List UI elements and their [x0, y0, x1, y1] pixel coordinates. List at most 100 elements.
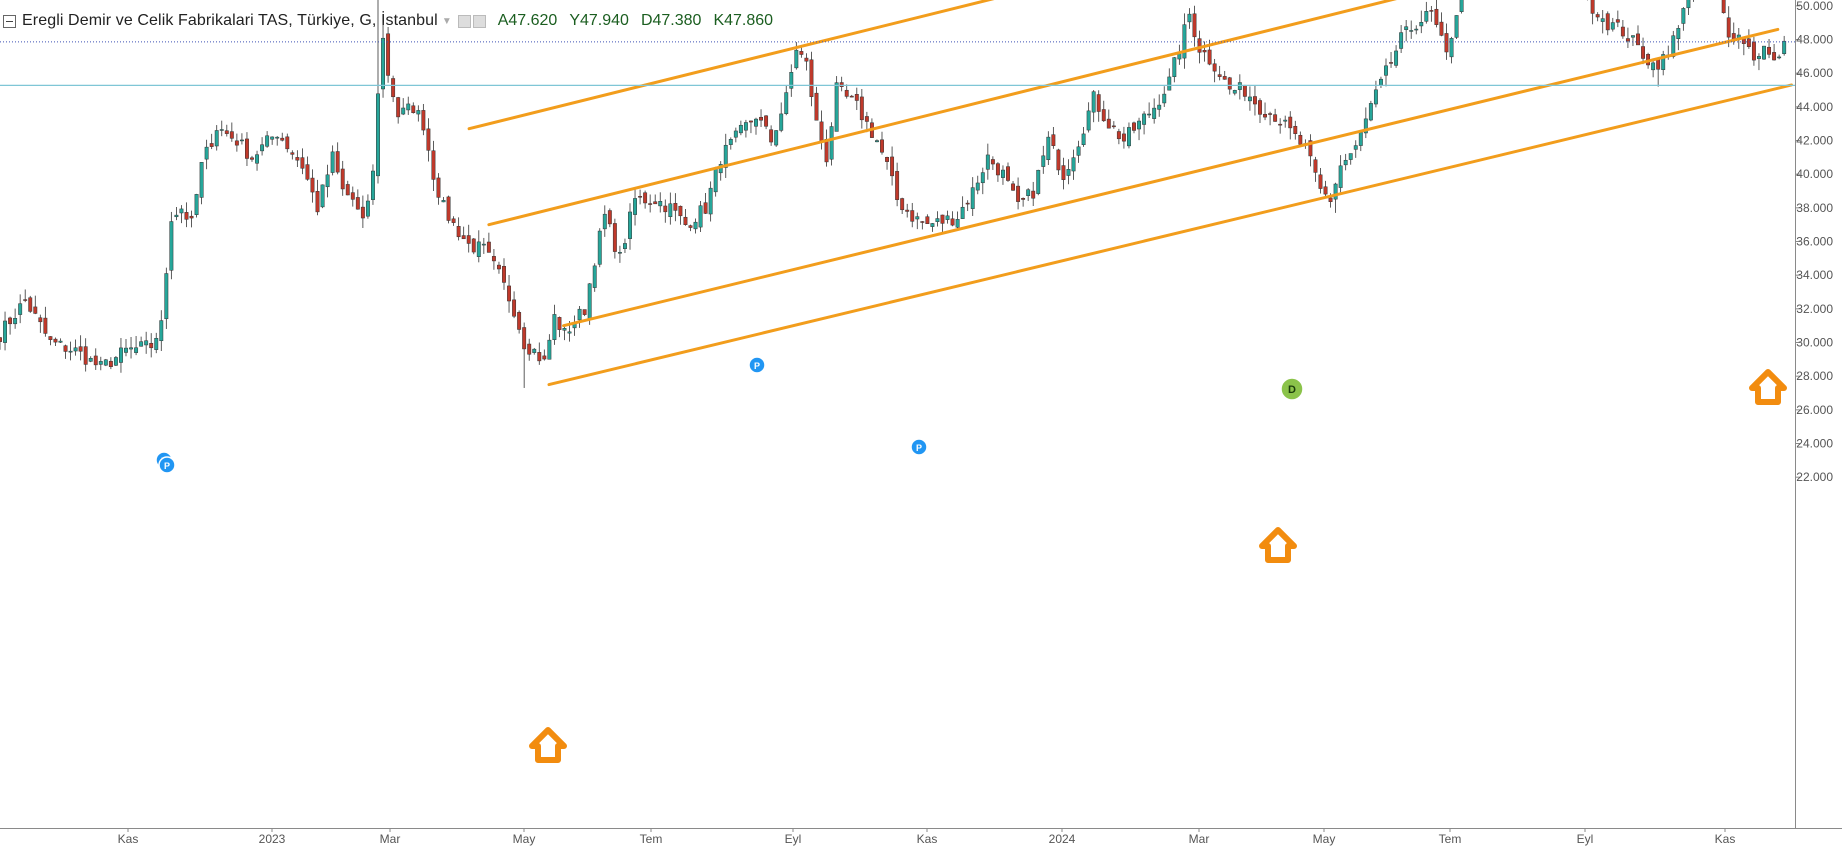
- marker-badge[interactable]: [1280, 377, 1304, 401]
- candle-body: [124, 347, 128, 353]
- candle-body: [1061, 165, 1066, 180]
- candle-body: [708, 187, 713, 215]
- candle-body: [985, 154, 990, 170]
- candle-body: [1777, 56, 1782, 59]
- channel-line[interactable]: [547, 83, 1794, 387]
- candle-body: [804, 57, 809, 62]
- candle-body: [1399, 32, 1404, 49]
- candle-body: [517, 312, 522, 330]
- candle-body: [940, 214, 945, 224]
- candle-body: [638, 196, 643, 198]
- candle-body: [552, 314, 557, 340]
- marker-badge[interactable]: [158, 456, 176, 474]
- candle-body: [1338, 165, 1343, 188]
- candle-body: [184, 212, 189, 220]
- price-axis[interactable]: 22.000 24.000 26.000 28.000 30.000 32.000 34.0…: [1795, 0, 1842, 848]
- candle-body: [1328, 197, 1333, 202]
- candle-body: [728, 138, 733, 145]
- candle-body: [98, 361, 103, 365]
- candle-body: [910, 210, 915, 222]
- candle-body: [466, 235, 471, 244]
- candle-body: [1686, 0, 1691, 9]
- close-icon[interactable]: [472, 14, 486, 28]
- candle-body: [1217, 74, 1222, 77]
- candle-body: [1066, 169, 1071, 176]
- candle-body: [814, 92, 819, 121]
- candle-body: [305, 164, 310, 180]
- candle-body: [8, 317, 13, 325]
- time-axis-bg: [0, 828, 1842, 848]
- candle-body: [1268, 113, 1273, 115]
- x-tick-label: Kas: [118, 832, 139, 846]
- candle-body: [507, 285, 511, 302]
- candle-body: [1681, 8, 1686, 24]
- marker-label: P: [916, 443, 922, 453]
- candle-body: [1071, 157, 1076, 172]
- candle-body: [1121, 133, 1126, 142]
- up-arrow-icon[interactable]: [529, 727, 567, 763]
- candle-body: [1318, 174, 1323, 189]
- candle-body: [401, 107, 406, 115]
- candle-body: [436, 177, 441, 198]
- candle-body: [315, 191, 320, 213]
- candle-body: [1086, 110, 1091, 131]
- trend-channel[interactable]: [467, 0, 1794, 387]
- channel-line[interactable]: [487, 0, 1746, 227]
- y-tick-label: 42.000: [1796, 134, 1833, 148]
- channel-line[interactable]: [467, 0, 1725, 131]
- candle-body: [63, 345, 68, 352]
- candle-body: [229, 131, 234, 139]
- candle-body: [1353, 145, 1358, 150]
- candle-body: [512, 299, 517, 317]
- candle-body: [255, 154, 259, 164]
- candle-body: [1157, 104, 1162, 110]
- candle-body: [643, 192, 648, 204]
- chevron-down-icon[interactable]: ▼: [441, 15, 452, 27]
- candle-body: [1152, 107, 1157, 119]
- candle-body: [3, 320, 7, 343]
- candle-body: [391, 78, 396, 98]
- candle-body: [1373, 89, 1378, 105]
- settings-icon[interactable]: [457, 14, 471, 28]
- up-arrow-icon[interactable]: [1749, 369, 1787, 405]
- candle-body: [1368, 103, 1373, 121]
- annotations[interactable]: PPPPD: [155, 356, 1787, 763]
- candle-body: [209, 143, 214, 147]
- candle-body: [376, 93, 380, 177]
- candle-body: [1308, 140, 1313, 157]
- candle-body: [1358, 132, 1363, 146]
- marker-badge[interactable]: [910, 438, 928, 456]
- candle-body: [970, 187, 975, 209]
- candle-body: [633, 198, 637, 215]
- up-arrow-icon[interactable]: [1259, 527, 1297, 563]
- y-tick-label: 22.000: [1796, 470, 1833, 484]
- candle-body: [491, 256, 496, 262]
- collapse-icon[interactable]: [3, 14, 16, 28]
- open-value: A47.620: [497, 12, 558, 29]
- candle-body: [1021, 198, 1026, 200]
- candle-body: [78, 346, 83, 352]
- candle-body: [658, 201, 663, 207]
- candle-body: [1429, 10, 1434, 12]
- y-tick-label: 28.000: [1796, 369, 1833, 383]
- candle-body: [1132, 122, 1136, 131]
- y-tick-label: 40.000: [1796, 167, 1833, 181]
- time-axis[interactable]: Kas 2023 Mar May Tem Eyl Kas 2024 Mar May Tem Eyl Ka…: [0, 828, 1842, 848]
- candle-body: [975, 182, 980, 191]
- candle-body: [1751, 41, 1756, 61]
- candle-body: [1253, 96, 1257, 105]
- channel-line[interactable]: [562, 27, 1780, 328]
- y-tick-label: 36.000: [1796, 235, 1833, 249]
- y-tick-label: 26.000: [1796, 403, 1833, 417]
- candle-body: [421, 110, 426, 131]
- candle-body: [713, 167, 718, 193]
- candle-body: [38, 317, 43, 323]
- x-tick-label: Mar: [1189, 832, 1210, 846]
- x-tick-label: Tem: [1439, 832, 1462, 846]
- price-lines[interactable]: 47.86045.275: [0, 33, 1842, 94]
- candle-body: [108, 360, 113, 367]
- marker-label: P: [164, 461, 170, 471]
- candle-body: [265, 135, 270, 147]
- marker-badge[interactable]: [748, 356, 766, 374]
